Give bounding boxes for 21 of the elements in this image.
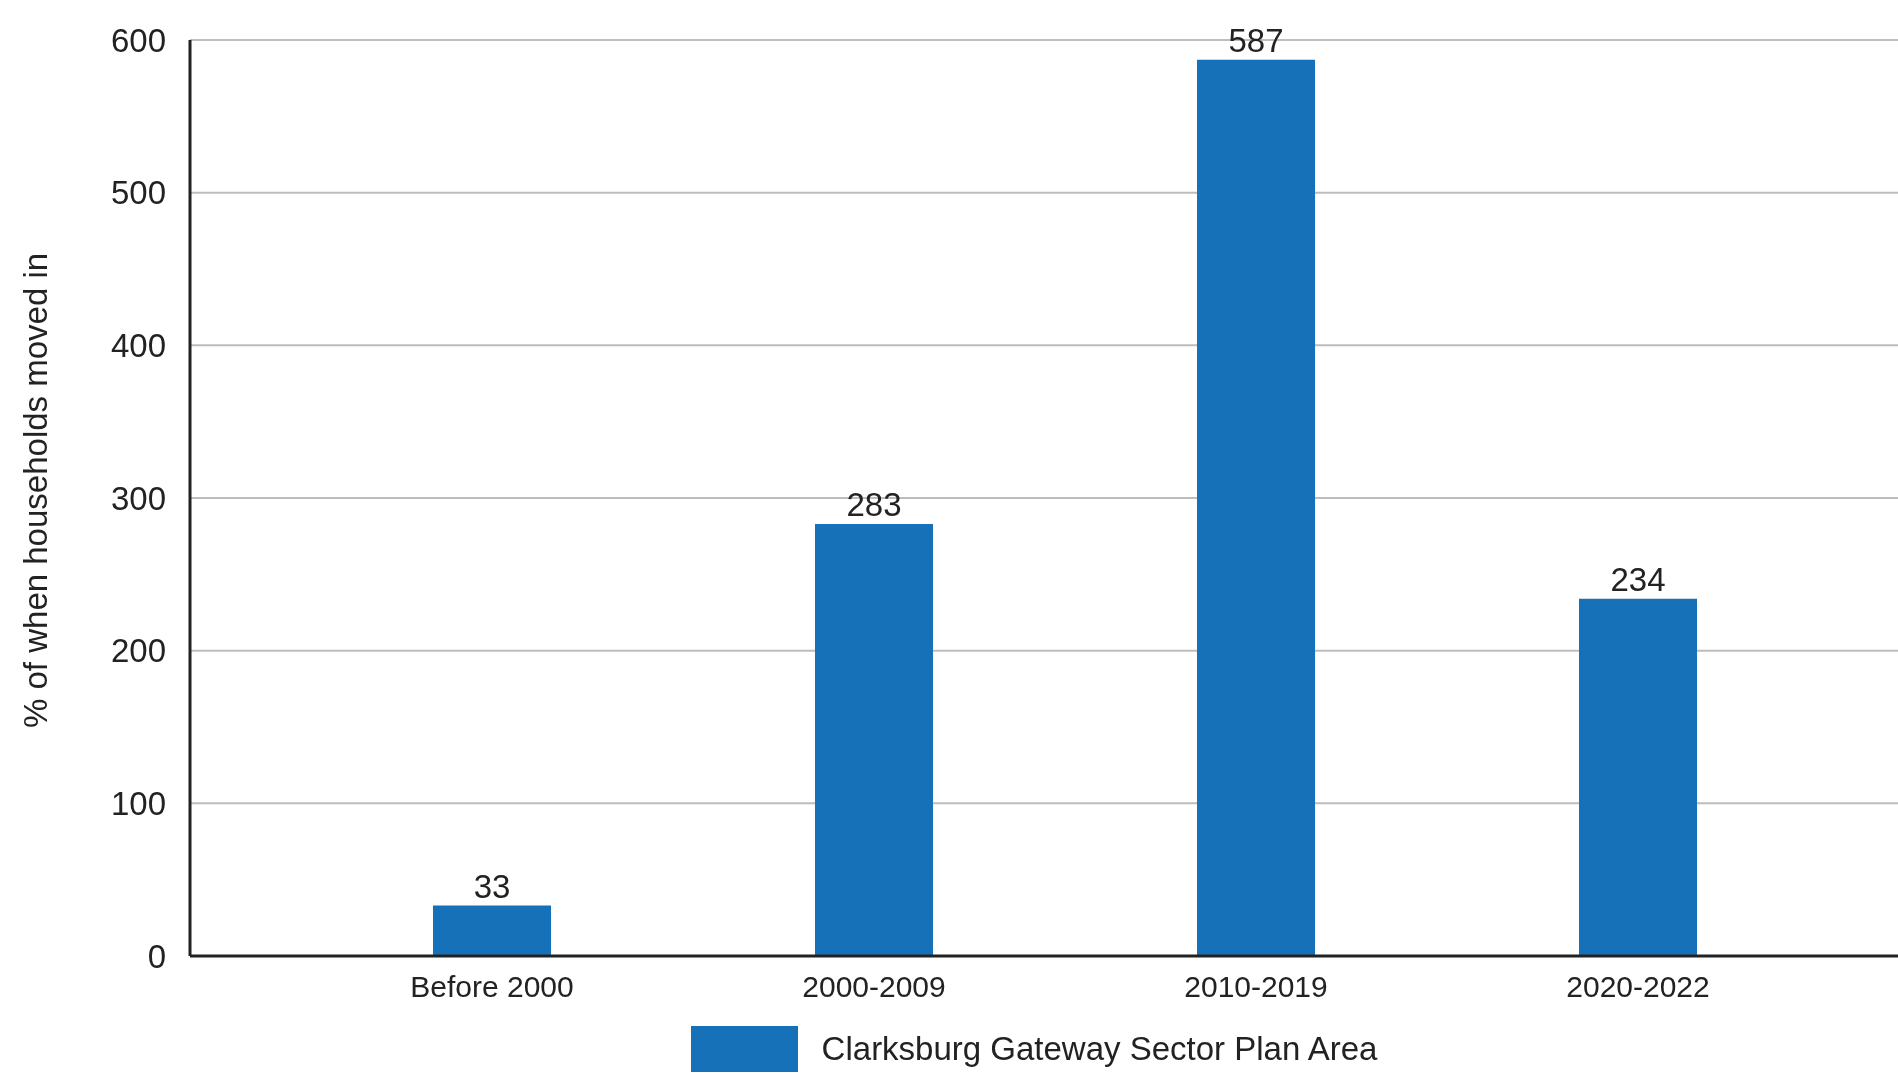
data-label: 234 (1610, 560, 1666, 598)
legend-label: Clarksburg Gateway Sector Plan Area (821, 1030, 1378, 1068)
y-tick-label: 400 (110, 327, 166, 365)
y-tick-label: 200 (110, 632, 166, 670)
x-tick-label: 2010-2019 (1184, 970, 1328, 1004)
y-axis-title: % of when households moved in (16, 252, 54, 728)
data-label: 283 (846, 485, 902, 523)
data-label: 33 (473, 867, 511, 905)
y-tick-label: 500 (110, 174, 166, 212)
x-tick-label: 2020-2022 (1566, 970, 1710, 1004)
x-tick-label: 2000-2009 (802, 970, 946, 1004)
y-tick-label: 600 (110, 21, 166, 59)
bar (815, 523, 933, 956)
x-tick-label: Before 2000 (410, 970, 574, 1004)
bar (1197, 59, 1315, 956)
y-tick-label: 0 (147, 937, 166, 975)
bar (1579, 598, 1697, 956)
data-label: 587 (1228, 21, 1284, 59)
y-tick-label: 300 (110, 479, 166, 517)
bar (433, 905, 551, 956)
y-tick-label: 100 (110, 785, 166, 823)
